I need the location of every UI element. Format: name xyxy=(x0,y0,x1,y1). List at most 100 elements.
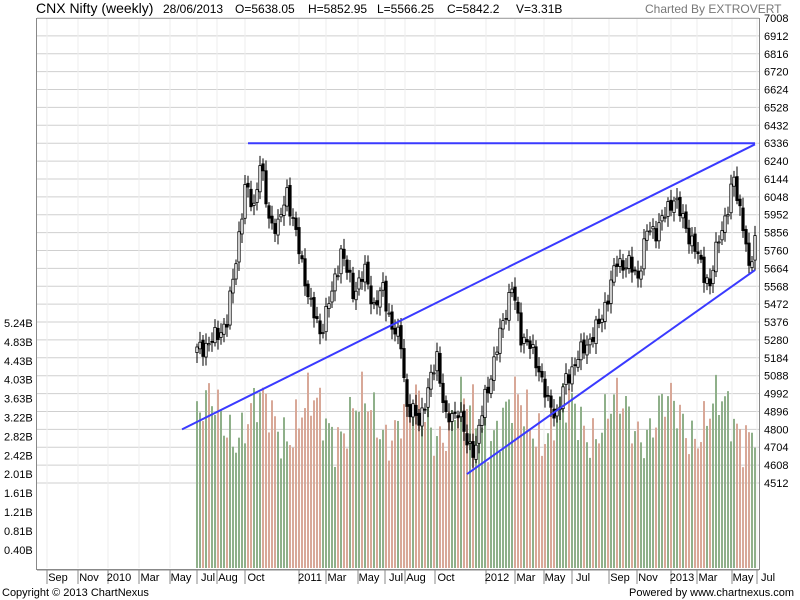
volume-bar xyxy=(622,408,624,568)
candle-body xyxy=(288,185,292,217)
candle-body xyxy=(474,444,478,460)
candle-body xyxy=(297,227,301,255)
volume-bar xyxy=(490,441,492,568)
volume-bar xyxy=(580,406,582,568)
candle-body xyxy=(342,248,346,259)
candle-body xyxy=(219,332,223,338)
copyright-text: Copyright © 2013 ChartNexus xyxy=(2,587,149,599)
volume-bar xyxy=(448,411,450,568)
candle-body xyxy=(366,261,370,285)
candle-body xyxy=(675,197,679,201)
volume-bar xyxy=(292,447,294,568)
candle-body xyxy=(396,326,400,337)
price-tick-label: 5088 xyxy=(764,371,788,383)
volume-bar xyxy=(544,444,546,568)
price-tick-label: 6432 xyxy=(764,120,788,132)
candle-body xyxy=(489,378,493,394)
candle-body xyxy=(465,433,469,446)
candle-body xyxy=(201,339,205,357)
volume-bar xyxy=(682,413,684,568)
candle-body xyxy=(723,215,727,233)
candle-body xyxy=(594,319,598,345)
volume-bar xyxy=(709,418,711,568)
volume-bar xyxy=(700,442,702,568)
volume-bar xyxy=(640,442,642,568)
volume-bar xyxy=(460,376,462,568)
candle-body xyxy=(654,228,658,242)
candle-body xyxy=(360,278,364,282)
candle-body xyxy=(543,378,547,398)
candle-body xyxy=(405,379,409,407)
candle-body xyxy=(540,370,544,378)
candle-body xyxy=(231,278,235,294)
candle-body xyxy=(378,290,382,308)
volume-bar xyxy=(352,408,354,568)
volume-tick-label: 2.42B xyxy=(4,450,33,462)
volume-bar xyxy=(502,407,504,568)
candle-body xyxy=(561,386,565,410)
candle-body xyxy=(678,197,682,217)
open-readout: O=5638.05 xyxy=(235,2,295,16)
volume-bar xyxy=(601,432,603,568)
candle-body xyxy=(702,256,706,283)
volume-bar xyxy=(340,431,342,568)
volume-bar xyxy=(211,406,213,568)
candle-body xyxy=(606,300,610,305)
volume-bar xyxy=(730,441,732,568)
candle-body xyxy=(687,227,691,245)
candle-body xyxy=(429,371,433,390)
candle-body xyxy=(333,273,337,292)
candle-body xyxy=(354,290,358,301)
candle-body xyxy=(522,336,526,344)
volume-bar xyxy=(514,376,516,568)
volume-bar xyxy=(607,418,609,568)
candle-body xyxy=(546,394,550,397)
volume-bar xyxy=(238,437,240,568)
volume-bar xyxy=(409,404,411,568)
volume-bar xyxy=(496,420,498,568)
candle-body xyxy=(330,290,334,303)
candle-body xyxy=(747,242,751,266)
candle-body xyxy=(441,382,445,404)
candle-body xyxy=(321,332,325,334)
candle-body xyxy=(696,251,700,255)
volume-tick-label: 1.21B xyxy=(4,507,33,519)
volume-bar xyxy=(271,400,273,568)
volume-bar xyxy=(346,448,348,568)
volume-bar xyxy=(442,442,444,568)
candle-body xyxy=(633,269,637,272)
volume-bar xyxy=(646,429,648,568)
candle-body xyxy=(312,297,316,319)
candle-body xyxy=(651,226,655,230)
x-tick-label: 2011 xyxy=(298,572,322,584)
candle-body xyxy=(246,182,250,188)
candle-body xyxy=(228,290,232,326)
volume-bar xyxy=(475,428,477,568)
candle-body xyxy=(411,403,415,418)
price-tick-label: 5952 xyxy=(764,210,788,222)
volume-bar xyxy=(712,403,714,568)
volume-bar xyxy=(313,400,315,568)
volume-bar xyxy=(637,421,639,568)
candle-body xyxy=(672,200,676,213)
candle-body xyxy=(648,230,652,233)
candle-body xyxy=(729,183,733,214)
volume-bar xyxy=(736,423,738,568)
price-tick-label: 5376 xyxy=(764,317,788,329)
candle-body xyxy=(384,280,388,312)
chart-credit: Charted By EXTROVERT xyxy=(645,2,782,16)
candle-body xyxy=(198,341,202,350)
price-tick-label: 5664 xyxy=(764,263,788,275)
candle-body xyxy=(708,278,712,287)
volume-bar xyxy=(571,392,573,568)
volume-tick-label: 4.83B xyxy=(4,337,33,349)
candle-body xyxy=(420,407,424,427)
volume-bar xyxy=(667,396,669,568)
volume-tick-label: 1.61B xyxy=(4,488,33,500)
price-tick-label: 5184 xyxy=(764,353,788,365)
volume-bar xyxy=(547,433,549,568)
volume-bar xyxy=(661,393,663,568)
candle-body xyxy=(240,218,244,235)
candle-body xyxy=(270,215,274,224)
